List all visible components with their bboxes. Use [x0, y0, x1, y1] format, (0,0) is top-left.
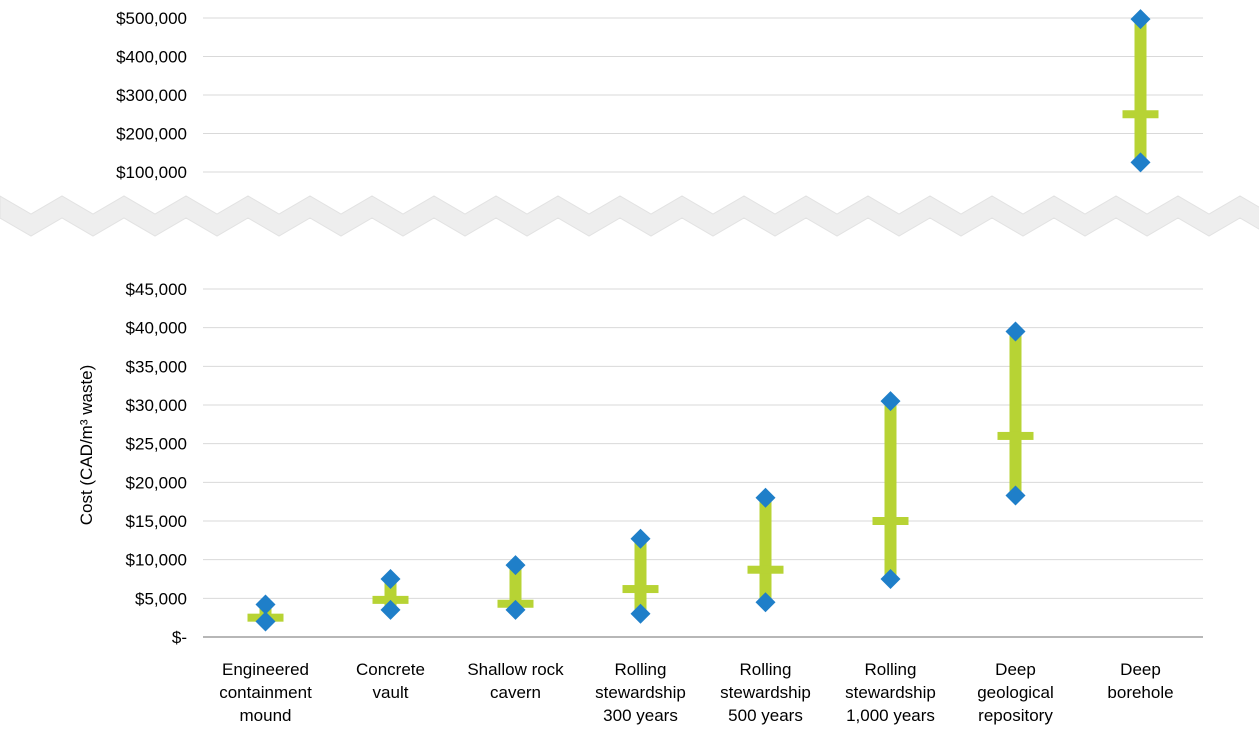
range-bars — [247, 19, 1159, 622]
lower-tick-label: $10,000 — [126, 551, 187, 570]
lower-tick-labels: $- $5,000 $10,000 $15,000 $20,000 $25,000 $30,… — [126, 280, 187, 647]
range-bar — [1009, 331, 1022, 496]
range-bar — [509, 565, 522, 610]
category-label-line: Deep — [995, 660, 1036, 679]
lower-tick-label: $15,000 — [126, 512, 187, 531]
mean-marker — [372, 595, 409, 604]
upper-tick-label: $300,000 — [116, 86, 187, 105]
mean-marker — [872, 517, 909, 525]
category-label-line: Deep — [1120, 660, 1161, 679]
lower-tick-label: $- — [172, 628, 187, 647]
min-marker — [630, 603, 651, 624]
y-axis-label: Cost (CAD/m³ waste) — [77, 365, 96, 526]
max-marker — [630, 528, 651, 549]
category-label-line: vault — [373, 683, 409, 702]
max-marker — [755, 487, 776, 508]
category-label: Deep geological repository — [977, 660, 1054, 725]
lower-tick-label: $45,000 — [126, 280, 187, 299]
upper-gridlines — [203, 17, 1203, 173]
lower-tick-label: $20,000 — [126, 473, 187, 492]
axis-break-zigzag — [0, 195, 1259, 237]
category-label: Shallow rock cavern — [467, 660, 564, 702]
category-label: Rolling stewardship 300 years — [595, 660, 686, 725]
min-marker — [880, 569, 901, 589]
category-label-line: containment — [219, 683, 312, 702]
min-marker — [755, 592, 776, 613]
upper-tick-labels: $100,000 $200,000 $300,000 $400,000 $500,000 — [116, 9, 187, 182]
category-label-line: Rolling — [865, 660, 917, 679]
range-bar — [884, 401, 897, 579]
range-bar — [1134, 19, 1147, 163]
lower-tick-label: $5,000 — [135, 589, 187, 608]
min-marker — [1130, 152, 1151, 173]
min-marker — [255, 611, 276, 632]
range-bar — [634, 538, 647, 614]
lower-tick-label: $30,000 — [126, 396, 187, 415]
lower-tick-label: $40,000 — [126, 319, 187, 338]
lower-tick-label: $35,000 — [126, 357, 187, 376]
category-label-line: Rolling — [615, 660, 667, 679]
category-label-line: cavern — [490, 683, 541, 702]
max-marker — [1005, 321, 1026, 342]
lower-gridlines — [203, 288, 1203, 638]
category-label-line: 1,000 years — [846, 706, 935, 725]
mean-marker — [747, 565, 784, 574]
max-marker — [1130, 9, 1151, 30]
category-label-line: 500 years — [728, 706, 803, 725]
mean-marker — [997, 431, 1034, 440]
category-label-line: Shallow rock — [467, 660, 564, 679]
category-label-line: mound — [240, 706, 292, 725]
category-label-line: stewardship — [845, 683, 936, 702]
category-label-line: Engineered — [222, 660, 309, 679]
min-marker — [505, 599, 526, 620]
upper-tick-label: $200,000 — [116, 125, 187, 144]
category-label-line: stewardship — [595, 683, 686, 702]
max-marker — [255, 594, 276, 615]
upper-tick-label: $500,000 — [116, 9, 187, 28]
lower-tick-label: $25,000 — [126, 435, 187, 454]
max-marker — [880, 391, 901, 412]
category-label-line: stewardship — [720, 683, 811, 702]
min-marker — [380, 599, 401, 620]
category-label-line: geological — [977, 683, 1054, 702]
category-label-line: Rolling — [740, 660, 792, 679]
category-label-line: Concrete — [356, 660, 425, 679]
axis-break-band — [0, 195, 1259, 237]
min-marker — [1005, 485, 1026, 506]
range-markers — [255, 9, 1151, 632]
category-labels: Engineered containment mound Concrete vault S… — [219, 660, 1173, 725]
category-label-line: borehole — [1107, 683, 1173, 702]
category-label: Rolling stewardship 1,000 years — [845, 660, 936, 725]
category-label: Engineered containment mound — [219, 660, 312, 725]
upper-tick-label: $100,000 — [116, 163, 187, 182]
category-label-line: 300 years — [603, 706, 678, 725]
category-label-line: repository — [978, 706, 1053, 725]
upper-tick-label: $400,000 — [116, 48, 187, 67]
range-bar — [759, 497, 772, 603]
mean-marker — [622, 585, 659, 594]
mean-marker — [1122, 110, 1159, 119]
category-label: Deep borehole — [1107, 660, 1173, 702]
max-marker — [505, 555, 526, 576]
category-label: Rolling stewardship 500 years — [720, 660, 811, 725]
max-marker — [380, 569, 401, 589]
category-label: Concrete vault — [356, 660, 425, 702]
